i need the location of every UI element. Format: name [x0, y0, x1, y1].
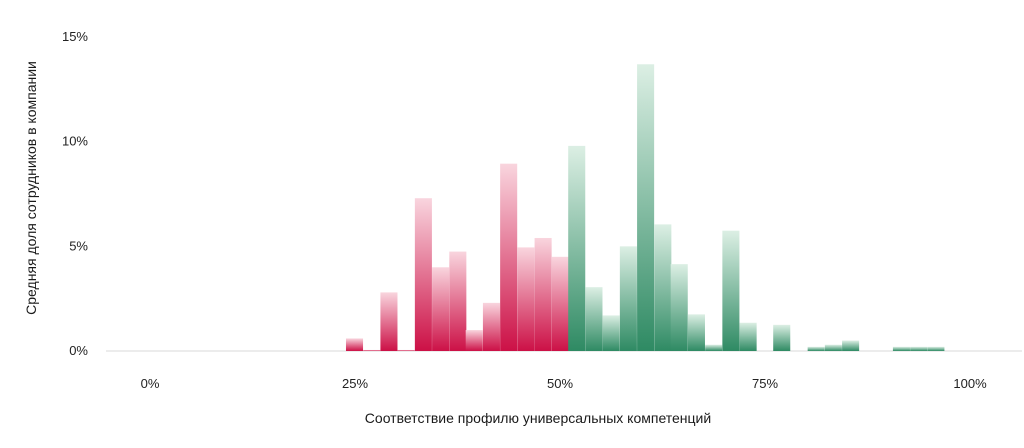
histogram-bar	[637, 64, 655, 351]
x-tick-label: 100%	[953, 376, 987, 391]
y-axis-ticks: 0% 5% 10% 15%	[62, 29, 88, 358]
histogram-bar	[670, 264, 688, 351]
histogram-bar	[773, 324, 791, 351]
histogram-bar	[892, 346, 910, 351]
x-axis-title: Соответствие профилю универсальных компе…	[365, 410, 711, 426]
histogram-bar	[739, 322, 757, 351]
histogram-bar	[619, 246, 637, 351]
histogram-bar	[824, 344, 842, 351]
histogram-bar	[517, 247, 535, 351]
y-tick-label: 0%	[69, 343, 88, 358]
histogram-bar	[722, 230, 740, 351]
histogram-bar	[465, 330, 483, 351]
histogram-bar	[654, 224, 672, 351]
histogram-bar	[449, 251, 467, 351]
x-tick-label: 75%	[752, 376, 778, 391]
histogram-bar	[397, 349, 415, 351]
histogram-bar	[482, 302, 500, 351]
histogram-bar	[705, 344, 723, 351]
histogram-bar	[807, 346, 825, 351]
histogram-bar	[927, 346, 945, 351]
histogram-bar	[363, 349, 381, 351]
histogram-bar	[687, 314, 705, 351]
histogram-bar	[380, 292, 398, 351]
y-axis-title: Средняя доля сотрудников в компании	[23, 61, 39, 315]
histogram-bar	[842, 340, 860, 351]
y-tick-label: 10%	[62, 134, 88, 149]
x-axis-ticks: 0% 25% 50% 75% 100%	[141, 376, 987, 391]
histogram-bar	[414, 198, 432, 351]
histogram-bar	[910, 346, 928, 351]
histogram-bar	[432, 267, 450, 351]
histogram-bar	[551, 256, 569, 351]
y-tick-label: 15%	[62, 29, 88, 44]
histogram-bar	[585, 287, 603, 351]
histogram-bars	[345, 64, 945, 351]
x-tick-label: 50%	[547, 376, 573, 391]
histogram-bar	[534, 237, 552, 351]
histogram-bar	[568, 145, 586, 351]
x-tick-label: 25%	[342, 376, 368, 391]
histogram-bar	[602, 315, 620, 351]
histogram-bar	[500, 163, 518, 351]
x-tick-label: 0%	[141, 376, 160, 391]
y-tick-label: 5%	[69, 238, 88, 253]
histogram-bar	[345, 338, 364, 351]
